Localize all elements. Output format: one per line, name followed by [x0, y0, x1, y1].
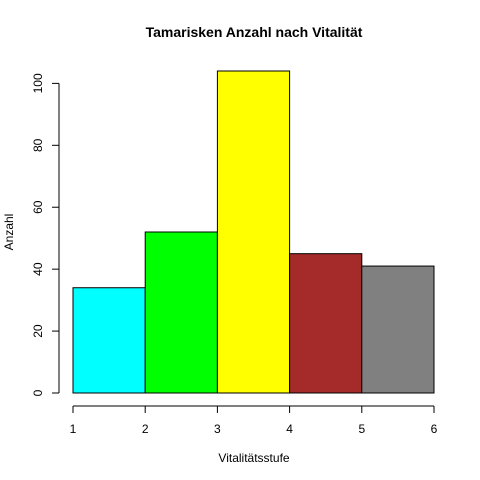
x-axis: 1 2 3 4 5 6 — [70, 405, 438, 436]
chart-title: Tamarisken Anzahl nach Vitalität — [146, 24, 363, 40]
x-tick-label: 1 — [70, 422, 77, 436]
y-tick-label: 60 — [31, 200, 45, 214]
y-tick-label: 0 — [31, 389, 45, 396]
y-tick-label: 20 — [31, 324, 45, 338]
x-axis-label: Vitalitätsstufe — [218, 451, 289, 465]
bars-group — [72, 70, 435, 394]
x-tick-label: 3 — [214, 422, 221, 436]
bar-3 — [216, 70, 291, 394]
x-tick-label: 5 — [358, 422, 365, 436]
x-tick-label: 2 — [142, 422, 149, 436]
bar-1 — [72, 287, 146, 394]
bar-4 — [289, 253, 363, 394]
bar-5 — [361, 265, 435, 394]
x-tick-label: 6 — [431, 422, 438, 436]
bar-2 — [144, 231, 218, 394]
y-tick-label: 80 — [31, 138, 45, 152]
y-axis-label: Anzahl — [2, 214, 16, 251]
y-tick-label: 100 — [31, 73, 45, 93]
y-axis: 0 20 40 60 80 100 — [31, 73, 60, 396]
x-tick-label: 4 — [286, 422, 293, 436]
y-tick-label: 40 — [31, 262, 45, 276]
